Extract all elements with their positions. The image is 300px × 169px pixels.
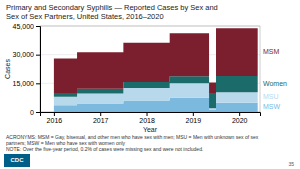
- tick-label: 2019: [186, 117, 202, 124]
- tick-mark: [239, 112, 240, 116]
- tick-mark: [36, 112, 40, 113]
- tick-label: 0: [30, 109, 34, 116]
- tick: 45,000: [13, 23, 40, 30]
- tick-mark: [147, 112, 148, 116]
- tick: 30,000: [13, 51, 40, 58]
- x-axis-title: Year: [143, 126, 158, 133]
- tick-label: 2018: [139, 117, 155, 124]
- legend: MSW MSU Women MSM: [263, 48, 287, 110]
- tick: 15,000: [13, 80, 40, 87]
- subtitle: Sex of Sex Partners, United States, 2016…: [6, 12, 164, 21]
- page-number: 35: [288, 161, 294, 167]
- axis-line: [36, 27, 41, 113]
- tick: 2019: [186, 112, 202, 124]
- x-axis: 2016 2017 2018 2019 2020: [41, 112, 261, 124]
- grid: [40, 26, 260, 112]
- tick-mark: [36, 26, 40, 27]
- logo: [4, 154, 30, 167]
- tick: 2017: [93, 112, 109, 124]
- tick-label: 30,000: [13, 51, 35, 58]
- legend-entry: MSM: [263, 48, 280, 55]
- tick-mark: [193, 112, 194, 116]
- tick: 0: [30, 109, 40, 116]
- tick-label: 2017: [93, 117, 109, 124]
- tick: 2018: [139, 112, 155, 124]
- tick: 2016: [47, 112, 63, 124]
- legend-entry: Women: [263, 80, 287, 87]
- tick-mark: [36, 55, 40, 56]
- notes: ACRONYMS: MSM = Gay, bisexual, and other…: [6, 134, 259, 152]
- tick-mark: [100, 112, 101, 116]
- chart: Primary and Secondary Syphilis — Reporte…: [0, 0, 300, 169]
- tick-label: 2020: [232, 117, 248, 124]
- legend-entry: MSW: [263, 103, 281, 110]
- tick-mark: [36, 83, 40, 84]
- tick-mark: [54, 112, 55, 116]
- logo-text: CDC: [11, 157, 25, 163]
- plot-frame: [40, 26, 260, 112]
- legend-entry: MSU: [263, 93, 279, 100]
- plot-area: [54, 28, 258, 112]
- tick-label: 2016: [47, 117, 63, 124]
- y-axis-title: Cases: [4, 59, 11, 79]
- tick-label: 15,000: [13, 80, 35, 87]
- note: NOTE: Over the five-year period, 0.2% of…: [6, 146, 203, 152]
- y-axis: 0 15,000 30,000 45,000: [13, 23, 41, 116]
- tick-label: 45,000: [13, 23, 35, 30]
- title: Primary and Secondary Syphilis — Reporte…: [6, 3, 218, 12]
- axis-line: [41, 113, 261, 117]
- area: [54, 28, 258, 93]
- tick: 2020: [232, 112, 248, 124]
